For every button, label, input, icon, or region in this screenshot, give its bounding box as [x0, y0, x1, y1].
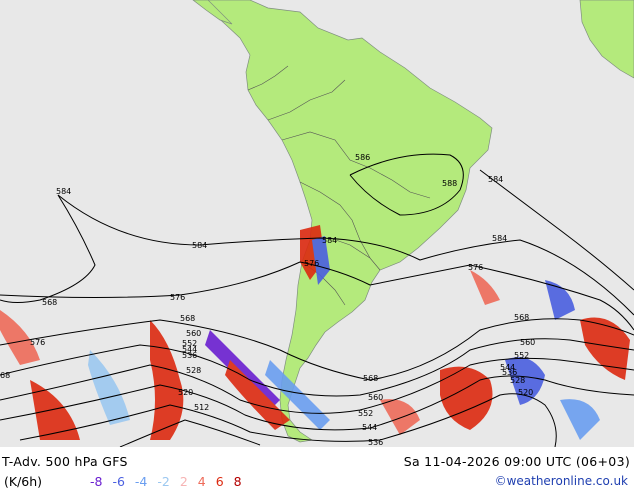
contour-label: 552 [358, 409, 373, 418]
africa-land [579, 0, 634, 79]
contour-label: 512 [194, 403, 209, 412]
central-america-land [192, 0, 233, 25]
contour-label: 536 [182, 351, 197, 360]
contour-label: 584 [322, 236, 337, 245]
contour-lines [0, 153, 634, 447]
contour-label: 588 [442, 179, 457, 188]
contour-label: 568 [180, 314, 195, 323]
contour-label: 568 [514, 313, 529, 322]
contour-label: 560 [186, 329, 201, 338]
contour-label: 68 [0, 371, 10, 380]
map-footer: T-Adv. 500 hPa GFS (K/6h) -8 -6 -4 -2 2 … [0, 447, 634, 490]
contour-labels: 584 586 588 584 584 584 584 576 576 576 … [0, 153, 535, 447]
contour-label: 536 [368, 438, 383, 447]
weather-map: 584 586 588 584 584 584 584 576 576 576 … [0, 0, 634, 447]
contour-label: 544 [500, 363, 515, 372]
legend-value: 4 [197, 474, 206, 489]
units-label: (K/6h) [4, 474, 43, 489]
contour-label: 528 [510, 376, 525, 385]
legend-value: -2 [157, 474, 170, 489]
contour-label: 584 [192, 241, 207, 250]
legend-value: -4 [134, 474, 148, 489]
contour-label: 576 [468, 263, 483, 272]
legend-value: -6 [112, 474, 125, 489]
map-title: T-Adv. 500 hPa GFS [2, 454, 128, 469]
advection-shading [0, 225, 630, 440]
legend-value: 2 [179, 474, 188, 489]
contour-label: 584 [56, 187, 71, 196]
contour-label: 544 [362, 423, 377, 432]
legend-value: -8 [90, 474, 103, 489]
valid-datetime: Sa 11-04-2026 09:00 UTC (06+03) [403, 454, 630, 469]
contour-label: 520 [518, 388, 533, 397]
contour-label: 576 [30, 338, 45, 347]
contour-label: 584 [488, 175, 503, 184]
contour-label: 568 [363, 374, 378, 383]
contour-label: 576 [304, 259, 319, 268]
contour-label: 552 [514, 351, 529, 360]
contour-label: 536 [502, 368, 517, 377]
contour-label: 586 [355, 153, 370, 162]
contour-label: 560 [520, 338, 535, 347]
color-legend: -8 -6 -4 -2 2 4 6 8 [90, 474, 248, 489]
contour-label: 568 [42, 298, 57, 307]
contour-label: 576 [170, 293, 185, 302]
map-canvas: 584 586 588 584 584 584 584 576 576 576 … [0, 0, 634, 447]
contour-label: 552 [182, 339, 197, 348]
site-credit-link[interactable]: ©weatheronline.co.uk [494, 474, 628, 488]
contour-label: 560 [368, 393, 383, 402]
legend-value: 6 [215, 474, 224, 489]
legend-value: 8 [233, 474, 242, 489]
contour-label: 584 [492, 234, 507, 243]
contour-label: 528 [186, 366, 201, 375]
contour-label: 520 [178, 388, 193, 397]
contour-label: 544 [182, 345, 197, 354]
